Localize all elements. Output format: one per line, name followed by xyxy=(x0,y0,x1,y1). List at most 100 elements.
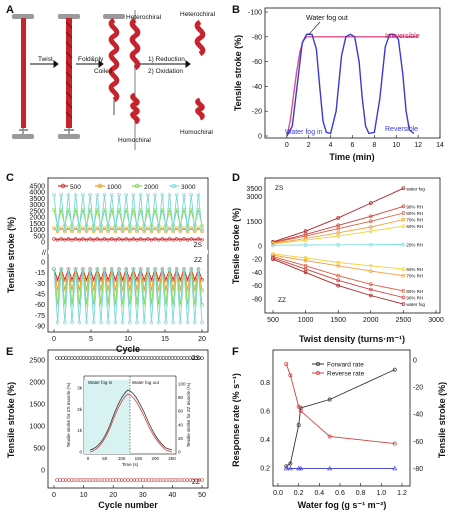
e-point-zz xyxy=(78,478,83,482)
d-point-zs xyxy=(368,225,373,229)
d-xtick-label: 500 xyxy=(267,317,279,324)
e-point-zs xyxy=(167,356,172,360)
b-ytick-label: -60 xyxy=(252,59,262,66)
f-point-reverse-rate xyxy=(296,404,301,409)
d-point-zz xyxy=(401,267,406,271)
c-point-zz-3000 xyxy=(81,267,85,271)
c-point-zs-3000 xyxy=(167,192,172,197)
f-ticks: 0.0 0.2 0.4 0.6 0.8 1.0 1.2 0.2 0.4 0.6 0.8 0 -20 -40… xyxy=(260,358,423,498)
b-annot-arrow-out xyxy=(308,21,321,35)
c-label-zs: ZS xyxy=(194,242,203,249)
c-point-zz-3000 xyxy=(99,320,103,325)
e-point-zs xyxy=(108,356,113,360)
c-point-zz-3000 xyxy=(109,267,114,271)
c-point-zs-1000 xyxy=(200,229,204,234)
c-point-zz-3000 xyxy=(128,320,132,325)
c-ytick-label-top: 3500 xyxy=(29,196,45,203)
d-series-label-zz: 80% RH xyxy=(406,289,423,294)
f-point-reverse-rate xyxy=(327,434,332,439)
c-point-zs-3000 xyxy=(84,227,89,232)
e-point-zz xyxy=(129,478,133,482)
b-xtick-label: 14 xyxy=(436,142,444,149)
c-point-zs-1000 xyxy=(106,229,110,234)
e-inset-ytick-right: 0 xyxy=(178,450,181,455)
c-point-zs-500 xyxy=(200,237,204,242)
c-legend-marker-500 xyxy=(60,183,66,189)
e-point-zs xyxy=(84,356,89,360)
b-annot-reversible: Reversible xyxy=(385,126,418,133)
e-point-zs xyxy=(149,356,154,360)
e-point-zz xyxy=(58,478,62,482)
c-point-zs-1000 xyxy=(164,229,168,234)
c-point-zz-3000 xyxy=(88,267,92,271)
panel-letter-e: E xyxy=(6,346,13,358)
c-point-zs-1000 xyxy=(99,229,103,234)
e-point-zs xyxy=(67,356,71,360)
e-point-zs xyxy=(176,356,181,360)
e-xtick-label: 40 xyxy=(169,492,177,499)
c-point-zs-3000 xyxy=(91,227,96,232)
f-point-forward-rate xyxy=(288,461,293,466)
c-ytick-label-top: 1500 xyxy=(29,221,45,228)
d-point-zs xyxy=(271,242,275,246)
d-point-zz xyxy=(303,258,308,263)
c-point-zs-500 xyxy=(178,237,183,242)
c-point-zs-1000 xyxy=(196,226,201,231)
c-point-zs-3000 xyxy=(95,192,100,197)
c-point-zz-3000 xyxy=(77,320,82,325)
c-point-zs-3000 xyxy=(142,227,147,232)
c-point-zs-3000 xyxy=(117,192,121,197)
e-inset-xtick-label: 0 xyxy=(87,456,90,461)
e-point-zz xyxy=(90,478,95,482)
c-point-zs-3000 xyxy=(88,192,92,197)
e-point-zs xyxy=(61,356,65,360)
b-ytick-label: -80 xyxy=(252,34,262,41)
c-ytick-label-bottom: 0 xyxy=(41,260,45,267)
f-xtick-label: 1.0 xyxy=(376,490,386,497)
d-xtick-label: 2000 xyxy=(363,317,379,324)
d-point-zs xyxy=(336,226,341,231)
e-inset-ytick-left: 2k xyxy=(77,407,83,412)
d-point-zz xyxy=(336,273,341,278)
e-point-zz xyxy=(108,478,113,482)
c-point-zs-500 xyxy=(66,237,71,241)
f-ytick-label-right: -20 xyxy=(413,385,423,392)
e-inset-zs-curve xyxy=(89,389,173,451)
c-point-zs-1000 xyxy=(138,226,143,231)
c-point-zs-500 xyxy=(142,237,147,242)
d-ytick-label-bottom: -20 xyxy=(252,257,262,264)
f-point-tensile-stroke xyxy=(287,465,293,471)
f-ytick-label: 0.6 xyxy=(260,408,270,415)
e-point-zs xyxy=(78,356,83,360)
e-point-zs xyxy=(120,356,124,360)
e-point-zs xyxy=(143,356,148,360)
e-point-zz xyxy=(75,478,80,482)
c-ytick-label-top: 4000 xyxy=(29,190,45,197)
c-point-zs-1000 xyxy=(66,226,71,231)
c-point-zs-1000 xyxy=(113,229,118,234)
c-xtick-label: 15 xyxy=(161,336,169,343)
e-point-zs xyxy=(90,356,95,360)
e-inset-ytick-right: 40 xyxy=(178,422,184,427)
label-homochiral-1: Homochiral xyxy=(118,137,151,144)
c-point-zs-3000 xyxy=(59,192,64,197)
e-point-zz xyxy=(105,478,110,482)
b-series-reversible xyxy=(286,33,415,137)
c-point-zs-1000 xyxy=(124,226,128,231)
e-point-zs xyxy=(55,356,59,360)
c-point-zs-1000 xyxy=(84,229,89,234)
d-point-zz xyxy=(336,263,341,268)
c-xtick-label: 5 xyxy=(89,336,93,343)
c-point-zz-3000 xyxy=(167,267,172,271)
f-point-forward-rate xyxy=(327,397,332,402)
c-point-zs-3000 xyxy=(174,192,179,197)
b-xtick-label: 6 xyxy=(351,142,355,149)
d-ytick-label-top: 3000 xyxy=(246,194,262,201)
e-point-zz xyxy=(173,478,178,482)
e-inset-ytick-right: 20 xyxy=(178,436,184,441)
c-point-zz-3000 xyxy=(153,267,157,271)
c-point-zs-500 xyxy=(167,237,172,241)
f-legend-label: Forward rate xyxy=(327,362,364,369)
straight-fiber-1 xyxy=(12,14,34,139)
c-point-zs-500 xyxy=(55,237,60,242)
